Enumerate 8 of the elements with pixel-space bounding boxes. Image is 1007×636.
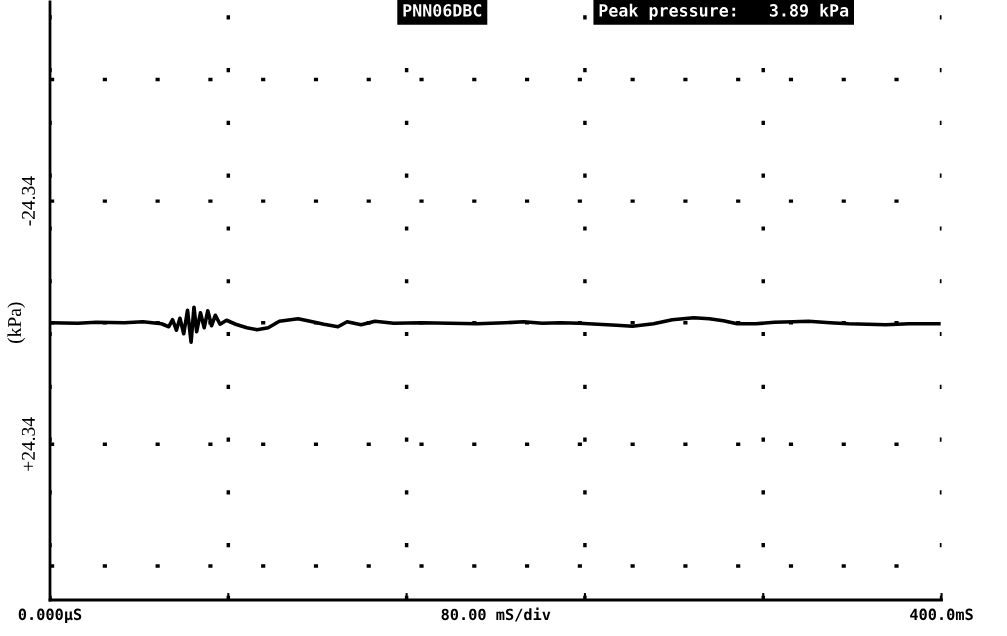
x-axis-title: 80.00 mS/div	[441, 607, 551, 622]
x-tick-label: 400.0mS	[910, 608, 973, 621]
x-tick-label: 0.000µS	[18, 608, 82, 624]
annotation: PNN06DBC	[403, 4, 482, 17]
y-tick-label: -24.34	[21, 176, 36, 226]
y-axis-title: (kPa)	[7, 302, 26, 343]
y-tick-label: +24.34	[21, 417, 36, 471]
annotation: Peak pressure: 3.89 kPa	[599, 3, 849, 20]
